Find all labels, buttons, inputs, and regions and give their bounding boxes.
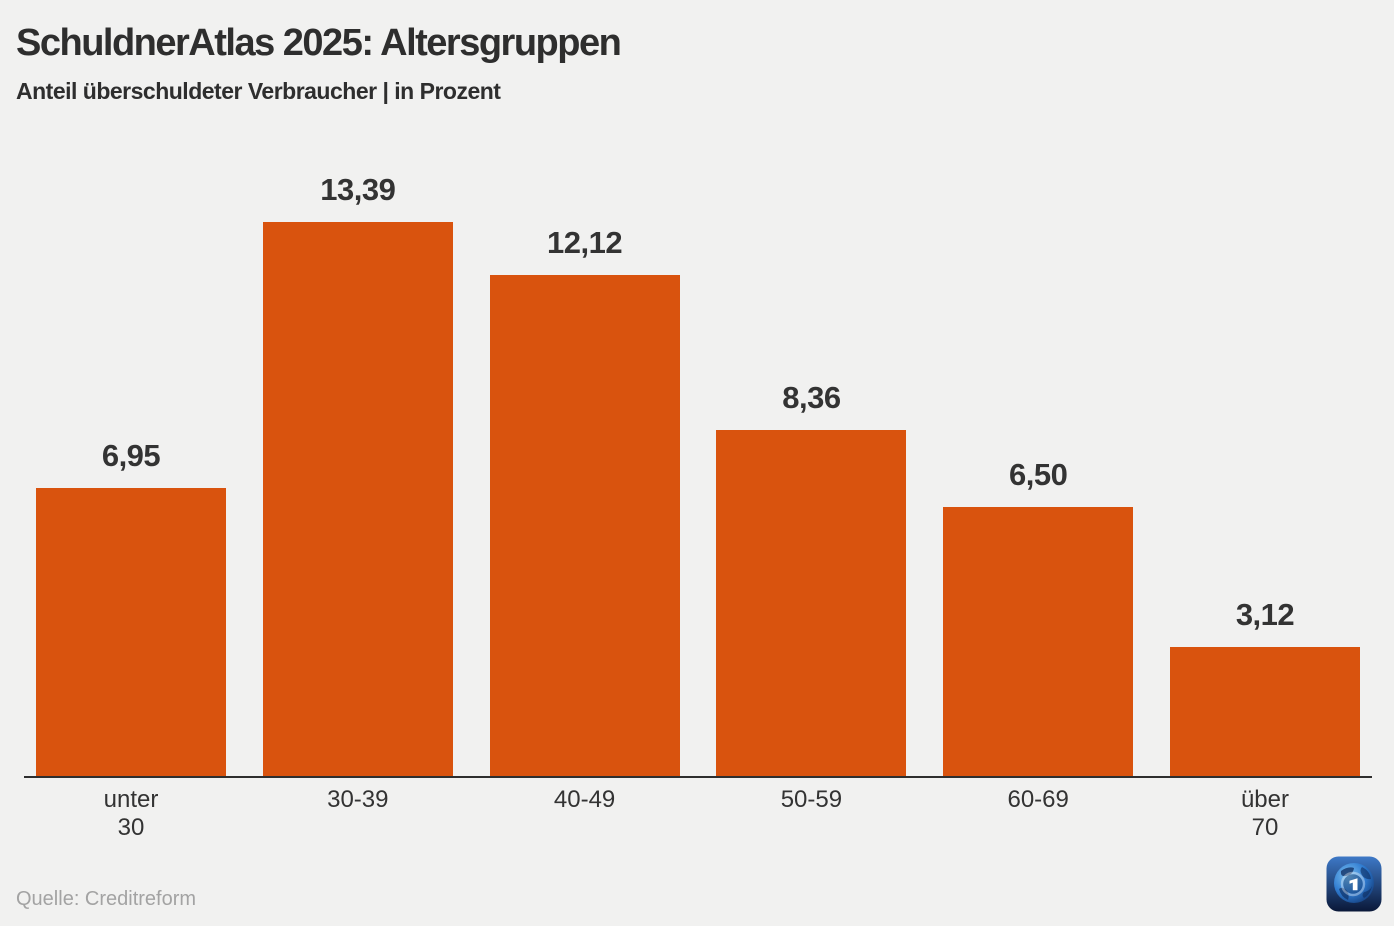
source-label: Quelle: Creditreform	[16, 888, 197, 910]
bar-group: 13,39 30-39	[262, 0, 453, 813]
bar-category-label: 40-49	[553, 786, 616, 813]
bar	[1169, 647, 1360, 776]
bar-group: 6,95 unter 30	[36, 0, 226, 841]
bar-group: 3,12 über 70	[1169, 0, 1360, 841]
bar-group: 12,12 40-49	[489, 0, 680, 813]
bar-value-label: 6,95	[101, 438, 161, 473]
bar	[716, 430, 907, 776]
bar-category-label: über 70	[1240, 786, 1289, 841]
bar-value-label: 8,36	[782, 380, 841, 415]
bar	[489, 275, 680, 776]
bar-category-label: 60-69	[1007, 786, 1069, 813]
bar-chart: 6,95 unter 30 13,39 30-39 12,12 40-49 8,36 50-5…	[36, 0, 1360, 841]
bar-value-label: 13,39	[320, 172, 396, 207]
bar-category-label: 50-59	[780, 786, 843, 813]
bar-value-label: 3,12	[1235, 597, 1295, 632]
bar-category-label: unter 30	[103, 786, 159, 841]
bar	[943, 507, 1134, 776]
page-subtitle: Anteil überschuldeter Verbraucher | in P…	[16, 78, 501, 104]
x-axis-line	[24, 776, 1372, 778]
bar	[36, 488, 226, 776]
bar-category-label: 30-39	[327, 786, 389, 813]
bar-value-label: 6,50	[1009, 457, 1068, 492]
bar-group: 6,50 60-69	[943, 0, 1134, 813]
bar-value-label: 12,12	[547, 225, 623, 260]
page-title: SchuldnerAtlas 2025: Altersgruppen	[16, 22, 622, 64]
bar	[262, 222, 453, 776]
tagesschau-globe-icon	[1326, 856, 1382, 912]
bar-group: 8,36 50-59	[716, 0, 907, 813]
tagesschau-logo	[1326, 856, 1382, 912]
